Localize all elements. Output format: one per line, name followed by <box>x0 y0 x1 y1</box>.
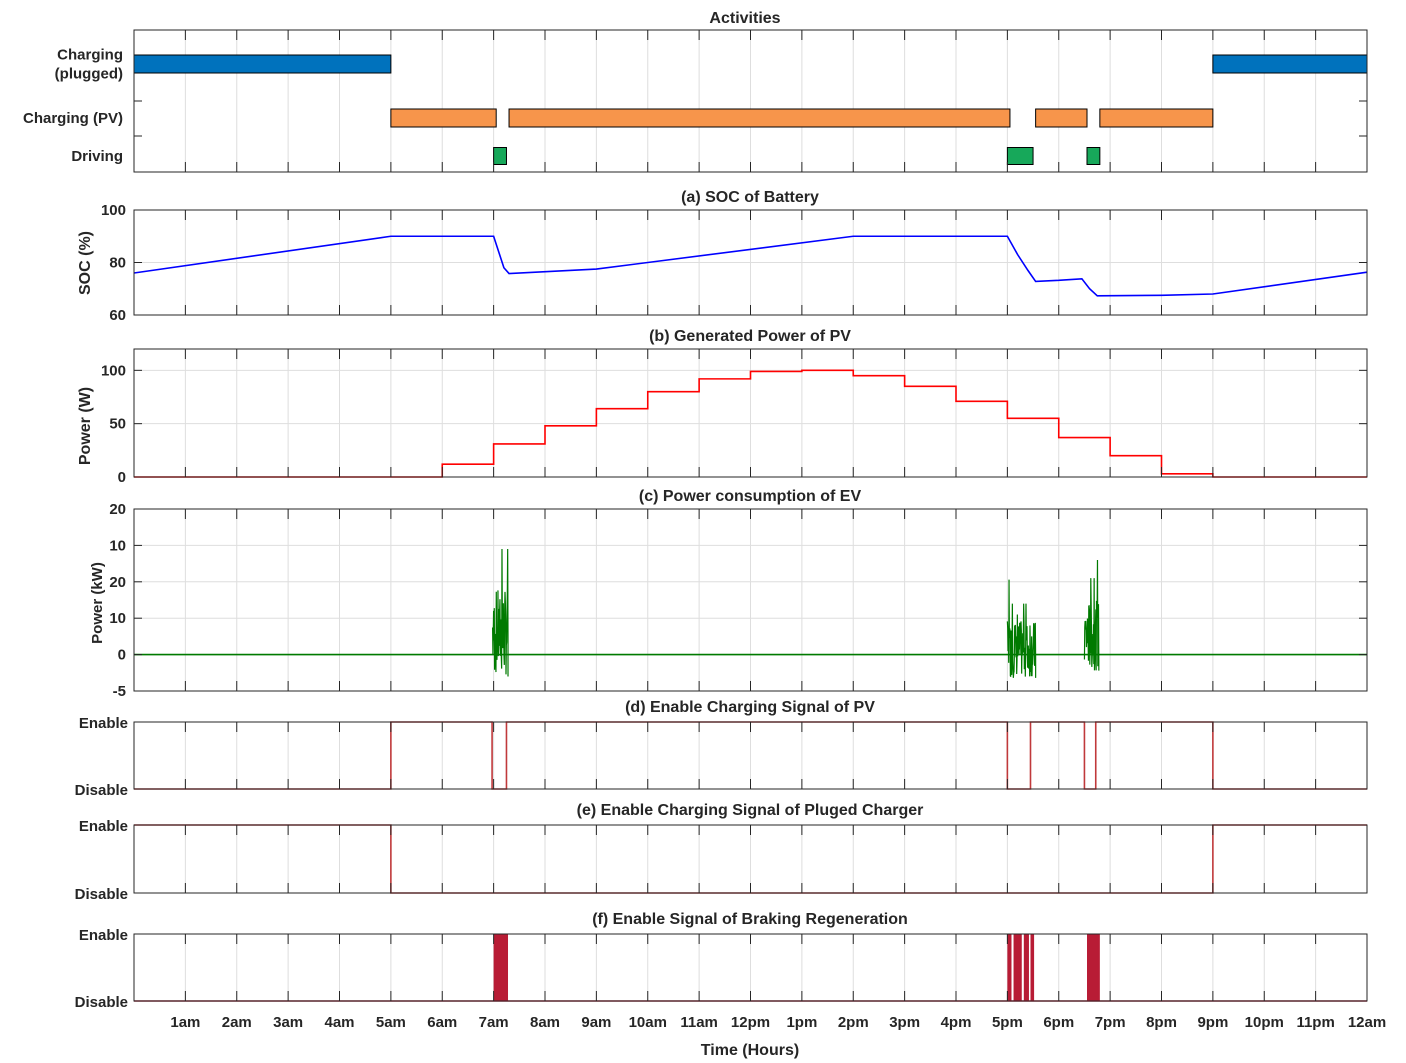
pv-signal-title: (d) Enable Charging Signal of PV <box>625 699 875 716</box>
y-tick-label: 20 <box>109 574 126 591</box>
x-tick-label: 5pm <box>992 1014 1023 1031</box>
y-tick-label: 0 <box>118 647 126 664</box>
braking-enabled-block <box>493 934 509 1001</box>
plug-signal-title: (e) Enable Charging Signal of Pluged Cha… <box>577 802 924 819</box>
x-tick-label: 9am <box>581 1014 611 1031</box>
y-tick-label: 100 <box>101 202 126 219</box>
pv-power-panel: (b) Generated Power of PV Power (W) 0 50 1… <box>77 328 1368 486</box>
x-tick-label: 12am <box>1348 1014 1386 1031</box>
y-tick-label: Disable <box>75 782 128 799</box>
braking-signal-title: (f) Enable Signal of Braking Regeneratio… <box>592 911 908 928</box>
x-tick-label: 7pm <box>1095 1014 1126 1031</box>
x-tick-label: 9pm <box>1197 1014 1228 1031</box>
plug-signal-panel: (e) Enable Charging Signal of Pluged Cha… <box>75 802 1368 903</box>
activity-bar <box>390 108 497 128</box>
x-tick-label: 11am <box>680 1014 718 1031</box>
category-label: (plugged) <box>55 66 123 83</box>
ev-power-burst <box>1083 559 1100 671</box>
x-tick-label: 3pm <box>889 1014 920 1031</box>
x-tick-label: 5am <box>376 1014 406 1031</box>
y-tick-label: 80 <box>109 255 126 272</box>
x-tick-label: 2pm <box>838 1014 869 1031</box>
x-tick-label: 2am <box>222 1014 252 1031</box>
braking-enabled-block <box>1007 934 1012 1001</box>
y-tick-label: 10 <box>109 537 126 554</box>
x-tick-label: 1pm <box>786 1014 817 1031</box>
x-tick-label: 4pm <box>941 1014 972 1031</box>
y-tick-label: 0 <box>118 469 126 486</box>
soc-line <box>133 235 1368 297</box>
x-tick-label: 4am <box>324 1014 354 1031</box>
y-tick-label: -5 <box>113 683 126 700</box>
x-tick-label: 11pm <box>1296 1014 1334 1031</box>
braking-signal-panel: (f) Enable Signal of Braking Regeneratio… <box>75 911 1368 1011</box>
soc-ylabel: SOC (%) <box>77 231 94 295</box>
soc-panel: (a) SOC of Battery SOC (%) 60 80 100 <box>77 189 1368 324</box>
activity-bar <box>133 54 392 74</box>
x-tick-label: 6pm <box>1043 1014 1074 1031</box>
activity-bar <box>1086 147 1101 165</box>
ev-power-panel: (c) Power consumption of EV Power (kW) -… <box>89 488 1368 700</box>
x-tick-label: 1am <box>170 1014 200 1031</box>
y-tick-label: Enable <box>79 818 128 835</box>
braking-enabled-block <box>1023 934 1029 1001</box>
x-tick-label: 3am <box>273 1014 303 1031</box>
x-tick-label: 8pm <box>1146 1014 1177 1031</box>
activity-bar <box>1099 108 1214 128</box>
ev-power-burst <box>1006 579 1037 678</box>
pv-power-title: (b) Generated Power of PV <box>649 328 851 345</box>
activity-bar <box>1035 108 1088 128</box>
category-label: Charging (PV) <box>23 110 123 127</box>
y-tick-label: 60 <box>109 307 126 324</box>
time-axis-label: Time (Hours) <box>701 1042 799 1059</box>
pv-signal-panel: (d) Enable Charging Signal of PV Enable D… <box>75 699 1368 799</box>
x-tick-label: 12pm <box>731 1014 770 1031</box>
y-tick-label: Enable <box>79 927 128 944</box>
activity-bar <box>1212 54 1368 74</box>
category-label: Driving <box>71 148 123 165</box>
activity-bar <box>508 108 1011 128</box>
soc-title: (a) SOC of Battery <box>681 189 819 206</box>
activity-bar <box>493 147 507 165</box>
y-tick-label: Enable <box>79 715 128 732</box>
time-axis: Time (Hours) 1am 2am 3am 4am 5am 6am 7am 8am 9am… <box>170 1014 1386 1059</box>
ev-power-ylabel: Power (kW) <box>89 562 106 644</box>
y-tick-label: 10 <box>109 610 126 627</box>
y-tick-label: 50 <box>109 416 126 433</box>
x-tick-label: 6am <box>427 1014 457 1031</box>
x-tick-label: 10am <box>629 1014 667 1031</box>
y-tick-label: 20 <box>109 501 126 518</box>
ev-power-title: (c) Power consumption of EV <box>639 488 862 505</box>
ev-power-burst <box>491 549 509 677</box>
y-tick-label: Disable <box>75 994 128 1011</box>
x-tick-label: 7am <box>479 1014 509 1031</box>
y-tick-label: Disable <box>75 886 128 903</box>
braking-enabled-block <box>1030 934 1035 1001</box>
braking-enabled-block <box>1013 934 1022 1001</box>
activity-bar <box>1006 147 1034 165</box>
category-label: Charging <box>57 47 123 64</box>
pv-power-ylabel: Power (W) <box>77 387 94 465</box>
braking-enabled-block <box>1087 934 1100 1001</box>
activities-panel: Activities Charging (plugged) Charging (PV… <box>23 10 1368 173</box>
x-tick-label: 10pm <box>1245 1014 1284 1031</box>
x-tick-label: 8am <box>530 1014 560 1031</box>
pv-power-line <box>134 369 1367 478</box>
y-tick-label: 100 <box>101 362 126 379</box>
activities-title: Activities <box>709 10 780 27</box>
